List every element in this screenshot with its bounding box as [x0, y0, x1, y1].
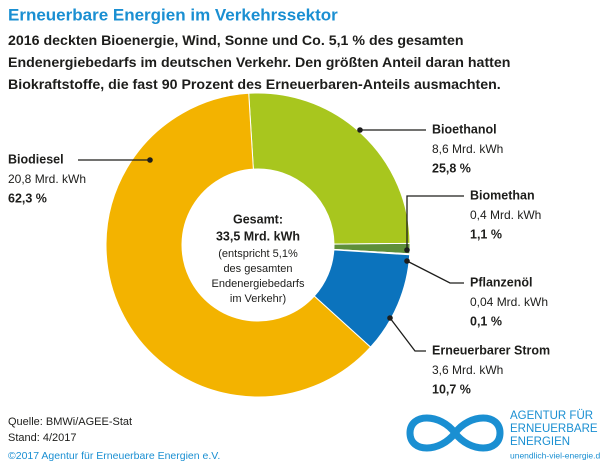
leader-line — [406, 260, 464, 284]
subtitle: Endenergiebedarfs im deutschen Verkehr. … — [8, 55, 510, 71]
subtitle: Biokraftstoffe, die fast 90 Prozent des … — [8, 77, 501, 93]
date: Stand: 4/2017 — [8, 432, 77, 444]
center-text: des gesamten — [223, 263, 292, 275]
center-text: Gesamt: — [233, 212, 283, 226]
copyright: ©2017 Agentur für Erneuerbare Energien e… — [8, 450, 220, 462]
amount-label: 0,04 Mrd. kWh — [470, 295, 548, 309]
value-label: 0,1 % — [470, 314, 502, 328]
category-label: Erneuerbarer Strom — [432, 343, 550, 357]
leader-line — [406, 195, 464, 250]
amount-label: 0,4 Mrd. kWh — [470, 208, 541, 222]
value-label: 10,7 % — [432, 382, 471, 396]
subtitle: 2016 deckten Bioenergie, Wind, Sonne und… — [8, 33, 464, 49]
leader-line — [389, 317, 426, 352]
amount-label: 8,6 Mrd. kWh — [432, 142, 503, 156]
amount-label: 3,6 Mrd. kWh — [432, 363, 503, 377]
logo-text: ENERGIEN — [510, 436, 570, 448]
category-label: Bioethanol — [432, 122, 497, 136]
leader-dot — [404, 247, 410, 253]
donut-slice — [248, 92, 411, 245]
center-text: Endenergiebedarfs — [212, 278, 305, 290]
center-text: 33,5 Mrd. kWh — [216, 229, 300, 243]
donut-slice — [105, 92, 372, 398]
logo-url: unendlich-viel-energie.de — [510, 450, 600, 460]
leader-dot — [387, 315, 393, 321]
chart-title: Erneuerbare Energien im Verkehrssektor — [8, 5, 338, 24]
value-label: 25,8 % — [432, 161, 471, 175]
amount-label: 20,8 Mrd. kWh — [8, 172, 86, 186]
leader-dot — [147, 157, 153, 163]
leader-dot — [404, 258, 410, 264]
source: Quelle: BMWi/AGEE-Stat — [8, 416, 132, 428]
category-label: Biomethan — [470, 188, 535, 202]
logo-icon — [406, 414, 504, 452]
center-text: im Verkehr) — [230, 293, 286, 305]
logo-text: AGENTUR FÜR — [510, 410, 593, 422]
logo-text: ERNEUERBARE — [510, 423, 598, 435]
value-label: 62,3 % — [8, 191, 47, 205]
leader-dot — [357, 127, 363, 133]
value-label: 1,1 % — [470, 227, 502, 241]
category-label: Pflanzenöl — [470, 275, 533, 289]
center-text: (entspricht 5,1% — [218, 248, 298, 260]
category-label: Biodiesel — [8, 152, 64, 166]
